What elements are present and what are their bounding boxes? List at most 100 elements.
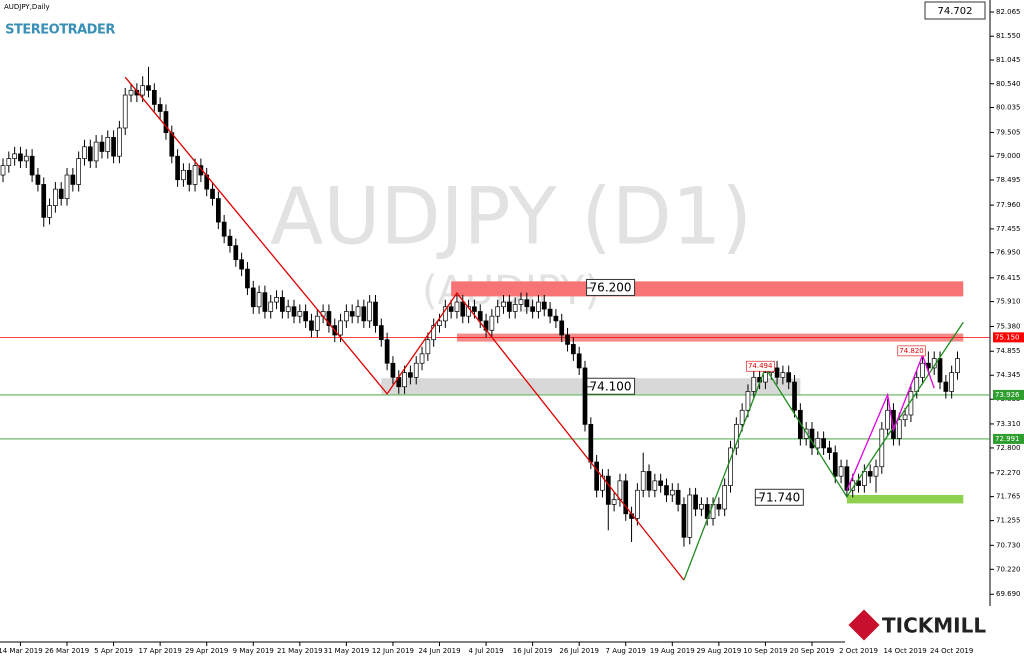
x-tick-label: 24 Jun 2019 — [418, 647, 460, 655]
candle-body — [541, 301, 547, 310]
candle-body — [763, 372, 768, 383]
y-tick-label: 71.765 — [996, 493, 1021, 501]
candle-body — [518, 299, 524, 305]
candle-body — [675, 489, 681, 505]
candle-body — [0, 165, 6, 176]
x-tick-label: 26 Mar 2019 — [45, 647, 89, 655]
x-tick-label: 20 Sep 2019 — [790, 647, 834, 655]
candle-body — [41, 184, 47, 218]
candle-body — [309, 320, 314, 331]
candle-body — [291, 306, 297, 317]
candle-body — [815, 438, 821, 449]
candle-body — [937, 358, 943, 383]
candle-body — [215, 198, 221, 223]
candle-body — [70, 174, 76, 185]
trendline — [124, 76, 685, 581]
candle-body — [588, 424, 594, 463]
candle-body — [344, 311, 349, 322]
y-tick-label: 73.310 — [996, 420, 1021, 428]
candle-body — [699, 504, 704, 510]
y-tick-label: 70.730 — [996, 541, 1021, 549]
candle-body — [506, 301, 512, 312]
candle-body — [640, 471, 646, 491]
x-tick-label: 7 Aug 2019 — [606, 647, 646, 655]
candle-body — [955, 358, 960, 373]
candle-body — [530, 306, 535, 312]
candle-body — [524, 299, 530, 308]
candle-body — [693, 494, 698, 510]
candle-body — [576, 353, 582, 369]
candle-body — [373, 301, 378, 326]
zone — [451, 281, 964, 297]
candle-body — [623, 480, 629, 515]
candle-body — [146, 85, 151, 91]
candle-body — [105, 137, 111, 152]
candle-body — [314, 315, 320, 331]
candle-body — [803, 428, 809, 439]
x-tick-label: 9 May 2019 — [233, 647, 274, 655]
zone — [846, 494, 964, 504]
candle-body — [774, 367, 780, 378]
candle-body — [140, 85, 146, 96]
candle-body — [792, 381, 797, 411]
candle-body — [728, 447, 733, 486]
candle-body — [687, 494, 693, 538]
candle-body — [669, 489, 675, 496]
logo-right: TICKMILL — [882, 614, 986, 638]
x-tick-label: 5 Apr 2019 — [94, 647, 133, 655]
y-tick-label: 74.855 — [996, 347, 1021, 355]
candle-body — [186, 169, 192, 185]
candle-body — [47, 205, 52, 218]
x-tick-label: 16 Jul 2019 — [513, 647, 553, 655]
y-tick-label: 76.950 — [996, 249, 1021, 257]
candle-body — [349, 311, 355, 317]
candle-body — [29, 155, 35, 176]
candle-body — [605, 475, 611, 505]
y-tick-label: 70.220 — [996, 565, 1021, 573]
candle-body — [367, 301, 373, 322]
candle-body — [175, 155, 180, 181]
y-tick-label: 80.035 — [996, 104, 1021, 112]
candle-body — [181, 169, 186, 181]
candle-body — [553, 315, 559, 322]
candle-body — [646, 471, 652, 491]
candle-body — [635, 489, 640, 519]
y-tick-label: 79.505 — [996, 128, 1021, 136]
candle-body — [745, 391, 751, 411]
candle-body — [111, 137, 116, 157]
price-label-box — [993, 389, 1024, 400]
candle-body — [18, 153, 23, 162]
annotation-box — [897, 345, 926, 357]
current-price: 74.702 — [938, 6, 973, 17]
x-tick-label: 14 Mar 2019 — [0, 647, 43, 655]
candle-body — [361, 306, 367, 322]
candle-body — [355, 306, 361, 317]
candle-body — [722, 485, 728, 510]
candle-body — [378, 325, 384, 341]
candle-body — [821, 438, 826, 449]
candle-body — [256, 292, 262, 308]
y-tick-label: 69.690 — [996, 590, 1021, 598]
x-tick-label: 26 Jul 2019 — [559, 647, 599, 655]
annotation: 74.820 — [899, 347, 924, 355]
candle-body — [268, 301, 274, 312]
candle-body — [274, 297, 279, 303]
candle-body — [786, 372, 792, 383]
candle-body — [128, 89, 134, 96]
candle-body — [477, 311, 483, 322]
candle-body — [867, 471, 873, 477]
candle-body — [93, 141, 99, 162]
candle-body — [902, 414, 908, 421]
candle-body — [169, 132, 175, 157]
candle-body — [454, 301, 460, 312]
x-tick-label: 12 Jun 2019 — [372, 647, 414, 655]
y-tick-label: 81.550 — [996, 32, 1021, 40]
candle-body — [664, 485, 669, 496]
candle-body — [495, 306, 501, 317]
candle-body — [780, 372, 786, 378]
candle-body — [681, 504, 687, 538]
y-tick-label: 79.000 — [996, 152, 1021, 160]
candle-body — [832, 452, 838, 477]
candle-body — [460, 301, 466, 317]
